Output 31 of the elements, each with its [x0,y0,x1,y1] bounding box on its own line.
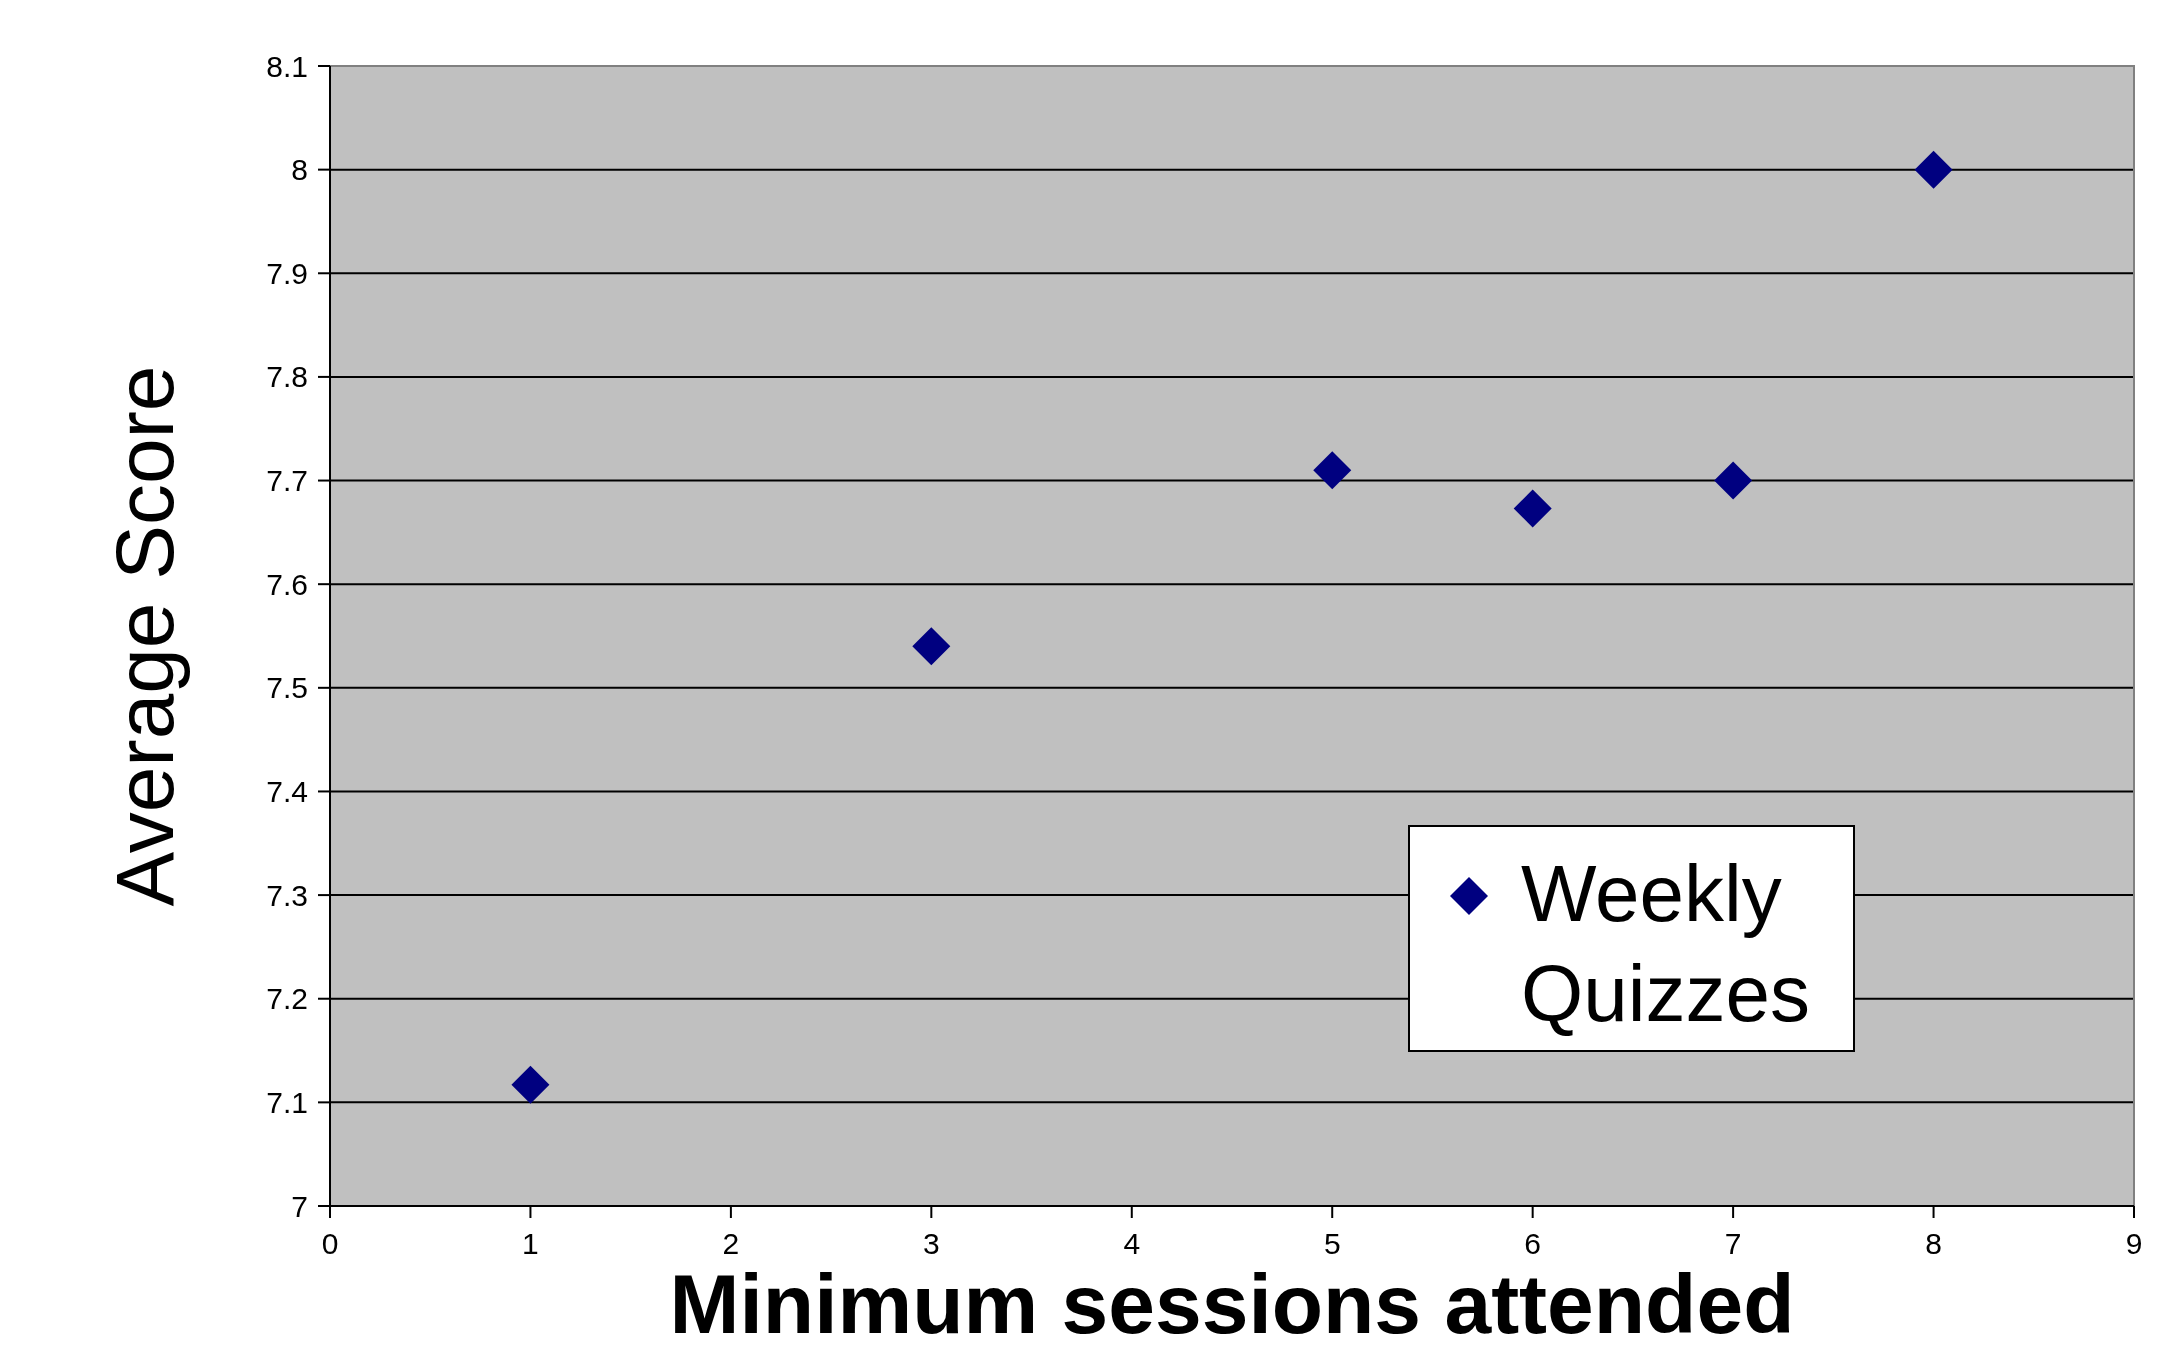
point [1914,150,1953,189]
x-tick-label: 9 [2125,1227,2143,1260]
x-axis-title: Minimum sessions attended [669,1257,1795,1351]
point [1513,489,1552,528]
y-tick-label: 7.5 [266,671,308,705]
y-tick-label: 7.1 [266,1085,308,1119]
x-tick-label: 6 [1524,1227,1542,1260]
point [511,1065,550,1104]
y-tick-label: 7.3 [266,878,308,912]
point [912,627,951,666]
x-tick-label: 8 [1925,1227,1942,1260]
point [1313,451,1352,490]
x-tick-label: 1 [522,1227,539,1260]
x-tick-label: 2 [722,1227,740,1260]
y-tick-label: 7.4 [266,774,308,808]
legend-label: Weekly Quizzes [1521,849,1810,1038]
y-tick-label: 7.7 [266,464,308,498]
y-axis-title: Average Score [99,365,190,907]
x-tick-label: 0 [321,1227,339,1260]
y-tick-label: 7.6 [266,567,308,601]
y-tick-label: 7.9 [266,256,308,290]
y-tick-label: 7 [291,1189,308,1223]
y-tick-label: 8 [291,153,308,187]
y-tick-label: 7.8 [266,360,308,394]
x-tick-label: 3 [922,1227,940,1260]
x-tick-label: 7 [1724,1227,1742,1260]
point [1714,461,1753,500]
y-tick-label: 7.2 [266,982,308,1016]
x-tick-label: 5 [1323,1227,1341,1260]
y-tick-label: 8.1 [266,49,308,83]
x-tick-label: 4 [1123,1227,1141,1260]
